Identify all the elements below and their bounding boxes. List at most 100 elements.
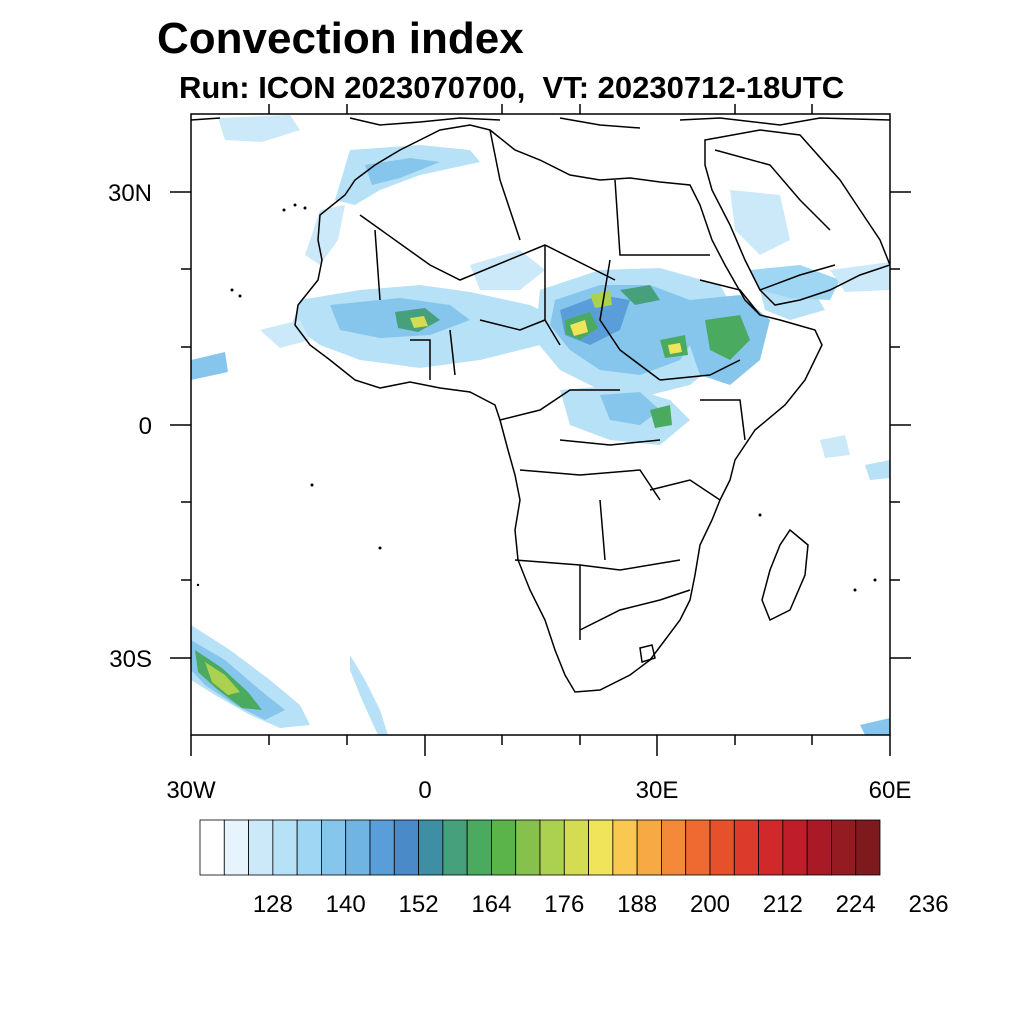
convection-area (350, 655, 388, 735)
border-line (639, 644, 656, 663)
colorbar-label: 188 (617, 891, 657, 918)
map-area (191, 114, 890, 735)
y-tick-label-30n: 30N (108, 180, 152, 207)
colorbar-swatch (466, 819, 492, 876)
x-tick-label-30w: 30W (166, 777, 216, 804)
colorbar-swatch (199, 819, 225, 876)
x-tick-label-30e: 30E (636, 777, 679, 804)
border-line (499, 389, 620, 421)
x-tick-label-0: 0 (418, 777, 431, 804)
border-line (449, 329, 456, 376)
colorbar-swatch (321, 819, 347, 876)
convection-area (750, 265, 840, 300)
colorbar-swatch (685, 819, 711, 876)
colorbar-swatch (563, 819, 589, 876)
colorbar-swatch (588, 819, 614, 876)
convection-area (668, 343, 682, 354)
colorbar-label: 176 (544, 891, 584, 918)
convection-area (218, 115, 300, 142)
convection-area (191, 352, 228, 380)
convection-field (191, 115, 890, 735)
colorbar-label: 152 (399, 891, 439, 918)
convection-area (410, 316, 428, 328)
colorbar-swatch (442, 819, 468, 876)
border-line (699, 279, 761, 316)
colorbar (199, 819, 881, 876)
convection-area (705, 315, 750, 360)
x-tick-label-60e: 60E (869, 777, 912, 804)
colorbar-swatch (661, 819, 687, 876)
border-line (359, 214, 616, 281)
colorbar-label: 236 (909, 891, 949, 918)
colorbar-swatch (758, 819, 784, 876)
colorbar-label: 140 (326, 891, 366, 918)
convection-area (260, 320, 310, 348)
colorbar-labels: 128 140 152 164 176 188 200 212 224 236 (253, 891, 949, 918)
colorbar-swatch (296, 819, 322, 876)
convection-area (650, 405, 672, 428)
border-line (700, 399, 746, 441)
border-line (599, 259, 661, 381)
colorbar-label: 224 (836, 891, 876, 918)
colorbar-swatch (418, 819, 444, 876)
convection-area (860, 718, 890, 735)
colorbar-swatch (223, 819, 249, 876)
colorbar-swatch (272, 819, 298, 876)
border-line (659, 359, 741, 381)
colorbar-swatch (855, 819, 881, 876)
convection-area (570, 320, 588, 336)
border-line (559, 439, 661, 446)
colorbar-swatch (393, 819, 419, 876)
colorbar-swatch (806, 819, 832, 876)
border-line (759, 264, 836, 291)
colorbar-label: 212 (763, 891, 803, 918)
convection-area (205, 662, 240, 695)
border-line (714, 149, 831, 231)
y-tick-label-0: 0 (139, 413, 152, 440)
arabia-coastline (704, 129, 890, 306)
islands (196, 203, 877, 592)
convection-area (191, 640, 285, 720)
border-line (519, 469, 661, 501)
colorbar-swatch (831, 819, 857, 876)
colorbar-swatch (636, 819, 662, 876)
border-line (410, 339, 431, 380)
colorbar-label: 164 (471, 891, 511, 918)
convection-area (590, 290, 612, 308)
convection-area (820, 435, 850, 458)
madagascar-coastline (761, 528, 809, 622)
colorbar-swatch (369, 819, 395, 876)
africa-coastline (294, 124, 823, 693)
colorbar-label: 200 (690, 891, 730, 918)
convection-area (865, 460, 890, 480)
convection-area (730, 190, 790, 255)
border-line (649, 479, 721, 501)
colorbar-swatch (515, 819, 541, 876)
convection-area (620, 285, 660, 305)
convection-area (365, 158, 440, 185)
border-line (479, 319, 546, 331)
border-line (514, 559, 681, 571)
colorbar-swatch (733, 819, 759, 876)
convection-area (600, 392, 660, 425)
colorbar-label: 128 (253, 891, 293, 918)
colorbar-swatch (612, 819, 638, 876)
chart-subtitle: Run: ICON 2023070700, VT: 20230712-18UTC (179, 70, 845, 105)
colorbar-swatch (248, 819, 274, 876)
chart-title: Convection index (157, 14, 524, 63)
y-tick-label-30s: 30S (109, 646, 152, 673)
colorbar-swatch (345, 819, 371, 876)
europe-coastline (191, 117, 890, 129)
axis-ticks (170, 104, 911, 756)
border-line (489, 129, 521, 241)
border-line (579, 589, 691, 631)
border-line (374, 229, 381, 301)
country-borders (191, 117, 890, 693)
colorbar-swatch (491, 819, 517, 876)
border-line (614, 179, 710, 256)
border-line (599, 499, 606, 561)
colorbar-swatch (709, 819, 735, 876)
convection-area (470, 250, 545, 290)
colorbar-swatch (782, 819, 808, 876)
